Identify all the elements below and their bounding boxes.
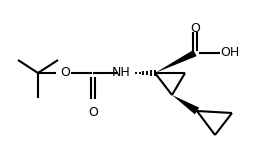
Text: O: O (88, 106, 98, 119)
Polygon shape (172, 95, 199, 114)
Text: OH: OH (220, 46, 240, 59)
Polygon shape (155, 50, 197, 73)
Text: O: O (190, 22, 200, 35)
Text: O: O (60, 67, 70, 80)
Text: NH: NH (112, 67, 130, 80)
